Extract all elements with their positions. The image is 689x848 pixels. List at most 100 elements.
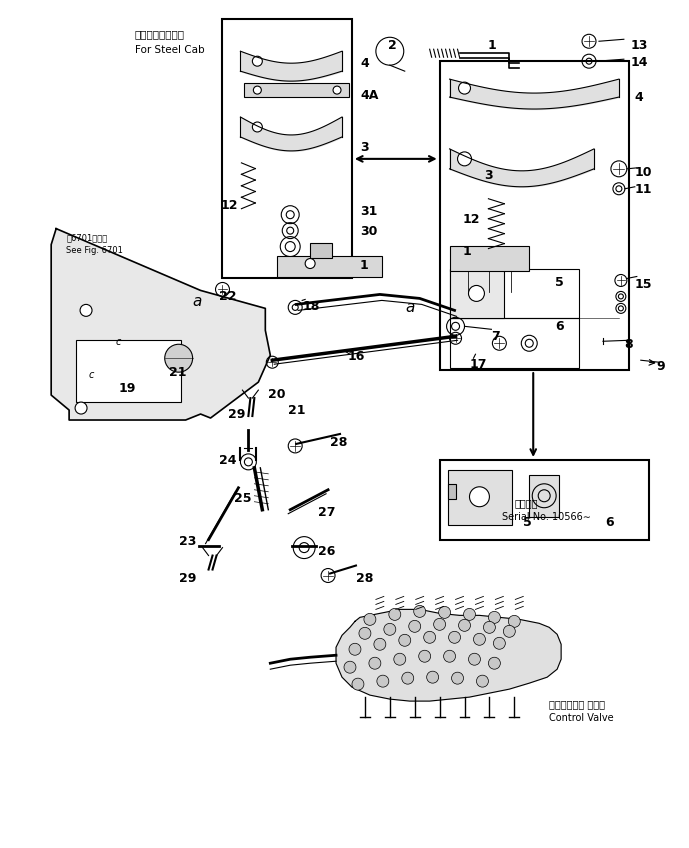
Text: See Fig. 6701: See Fig. 6701 xyxy=(66,246,123,254)
Text: 12: 12 xyxy=(462,213,480,226)
Text: 8: 8 xyxy=(624,338,633,351)
Circle shape xyxy=(344,661,356,673)
Text: コントロール バルブ: コントロール バルブ xyxy=(549,699,605,709)
Circle shape xyxy=(439,606,451,618)
Circle shape xyxy=(464,608,475,621)
Circle shape xyxy=(459,619,471,631)
Text: 14: 14 xyxy=(631,56,648,70)
Text: 20: 20 xyxy=(268,388,286,401)
Polygon shape xyxy=(51,229,270,420)
Polygon shape xyxy=(336,610,561,701)
Text: 16: 16 xyxy=(348,350,365,363)
Circle shape xyxy=(433,618,446,630)
Text: 3: 3 xyxy=(360,141,369,154)
Circle shape xyxy=(457,152,471,166)
Circle shape xyxy=(75,402,87,414)
Text: 22: 22 xyxy=(218,290,236,304)
Text: a: a xyxy=(406,300,415,315)
Circle shape xyxy=(419,650,431,662)
Bar xyxy=(440,460,649,539)
Text: Serial No. 10566∼: Serial No. 10566∼ xyxy=(502,511,591,522)
Bar xyxy=(76,340,181,402)
Text: 29: 29 xyxy=(178,572,196,584)
Text: 26: 26 xyxy=(318,544,336,558)
Circle shape xyxy=(389,608,401,621)
Circle shape xyxy=(394,653,406,665)
Circle shape xyxy=(424,631,435,644)
Circle shape xyxy=(459,82,471,94)
Circle shape xyxy=(469,487,489,507)
Circle shape xyxy=(252,56,263,66)
Bar xyxy=(489,248,509,269)
Circle shape xyxy=(473,633,486,645)
Bar xyxy=(448,470,513,525)
Circle shape xyxy=(377,675,389,687)
Text: 21: 21 xyxy=(169,366,186,379)
Circle shape xyxy=(399,634,411,646)
Text: 19: 19 xyxy=(119,382,136,395)
Text: 1: 1 xyxy=(360,259,369,271)
Text: 4: 4 xyxy=(635,91,644,104)
Circle shape xyxy=(484,622,495,633)
Text: 5: 5 xyxy=(555,276,564,289)
Circle shape xyxy=(402,672,413,684)
Circle shape xyxy=(254,86,261,94)
Circle shape xyxy=(80,304,92,316)
Circle shape xyxy=(493,638,505,650)
Text: スチールキャブ用: スチールキャブ用 xyxy=(135,30,185,39)
Text: 23: 23 xyxy=(178,534,196,548)
Text: 15: 15 xyxy=(635,278,652,292)
Text: 27: 27 xyxy=(318,505,336,519)
Circle shape xyxy=(451,672,464,684)
Circle shape xyxy=(349,644,361,656)
Circle shape xyxy=(333,86,341,94)
Circle shape xyxy=(359,628,371,639)
Circle shape xyxy=(305,259,315,269)
Text: 1: 1 xyxy=(487,39,496,53)
Bar xyxy=(277,255,382,277)
Text: a: a xyxy=(193,294,202,310)
Text: 7: 7 xyxy=(491,331,500,343)
Bar xyxy=(245,83,349,97)
Circle shape xyxy=(489,657,500,669)
Circle shape xyxy=(469,653,480,665)
Bar xyxy=(448,484,455,499)
Circle shape xyxy=(369,657,381,669)
Text: 第6701図参照: 第6701図参照 xyxy=(66,234,107,243)
Text: 12: 12 xyxy=(220,198,238,212)
Bar xyxy=(310,243,332,258)
Text: 25: 25 xyxy=(234,492,252,505)
Text: 5: 5 xyxy=(523,516,532,528)
Text: 17: 17 xyxy=(469,358,487,371)
Circle shape xyxy=(165,344,193,372)
Text: 21: 21 xyxy=(288,404,306,417)
Text: 2: 2 xyxy=(388,39,397,53)
Text: 3: 3 xyxy=(484,169,493,181)
Text: 11: 11 xyxy=(635,183,652,196)
Text: 4: 4 xyxy=(360,57,369,70)
Text: 28: 28 xyxy=(330,436,347,449)
Text: 30: 30 xyxy=(360,225,378,237)
Bar xyxy=(450,269,504,318)
Circle shape xyxy=(413,605,426,617)
Circle shape xyxy=(504,625,515,638)
Circle shape xyxy=(364,613,376,625)
Circle shape xyxy=(426,671,439,683)
Circle shape xyxy=(409,621,421,633)
Circle shape xyxy=(444,650,455,662)
Text: 4A: 4A xyxy=(360,89,378,102)
Text: 18: 18 xyxy=(302,300,320,314)
Text: c: c xyxy=(89,370,94,380)
Circle shape xyxy=(469,286,484,301)
Text: c: c xyxy=(116,338,121,348)
Text: 1: 1 xyxy=(462,244,471,258)
Text: 6: 6 xyxy=(605,516,614,528)
Circle shape xyxy=(449,631,460,644)
Text: Control Valve: Control Valve xyxy=(549,713,614,723)
Text: 29: 29 xyxy=(229,408,246,421)
Text: 6: 6 xyxy=(555,321,564,333)
Bar xyxy=(529,475,559,516)
Circle shape xyxy=(477,675,489,687)
Bar xyxy=(223,20,352,278)
Circle shape xyxy=(252,122,263,132)
